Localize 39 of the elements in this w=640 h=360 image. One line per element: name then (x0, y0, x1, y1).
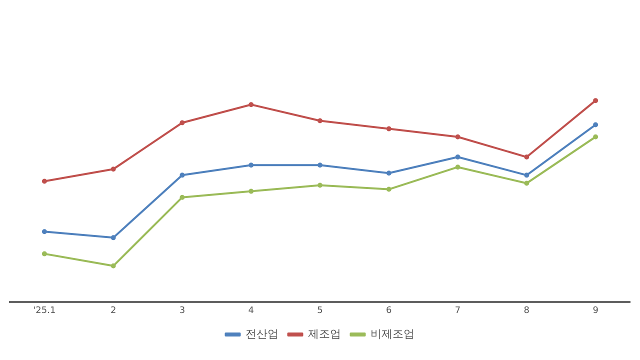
point (248, 162, 254, 168)
point (42, 229, 47, 234)
x-tick-label: 4 (248, 306, 254, 316)
x-tick-label: 9 (592, 306, 599, 316)
point (455, 164, 460, 170)
point (180, 120, 185, 126)
point (524, 180, 530, 186)
legend-label: 비제조업 (370, 327, 414, 340)
point (180, 172, 185, 178)
x-tick-label: '25.1 (33, 306, 56, 316)
x-tick-label: 7 (454, 306, 461, 316)
point (593, 122, 598, 128)
x-tick-label: 8 (524, 306, 530, 316)
x-tick-label: 6 (386, 306, 392, 316)
point (110, 263, 116, 268)
point (248, 102, 254, 108)
point (318, 118, 322, 124)
point (455, 154, 460, 160)
point (386, 186, 392, 192)
point (110, 166, 116, 172)
point (386, 126, 392, 132)
x-tick-label: 3 (179, 306, 186, 316)
point (524, 154, 530, 160)
x-tick-label: 5 (317, 306, 323, 316)
point (593, 98, 598, 104)
point (42, 251, 47, 256)
point (318, 162, 322, 168)
point (42, 178, 47, 184)
x-tick-label: 2 (110, 306, 116, 316)
point (455, 134, 460, 140)
legend-label: 제조업 (308, 327, 341, 340)
point (180, 194, 185, 200)
point (524, 172, 530, 178)
point (318, 182, 322, 188)
point (386, 170, 392, 176)
legend-label: 전산업 (245, 327, 278, 340)
point (248, 188, 254, 194)
point (110, 235, 116, 240)
point (593, 134, 598, 140)
